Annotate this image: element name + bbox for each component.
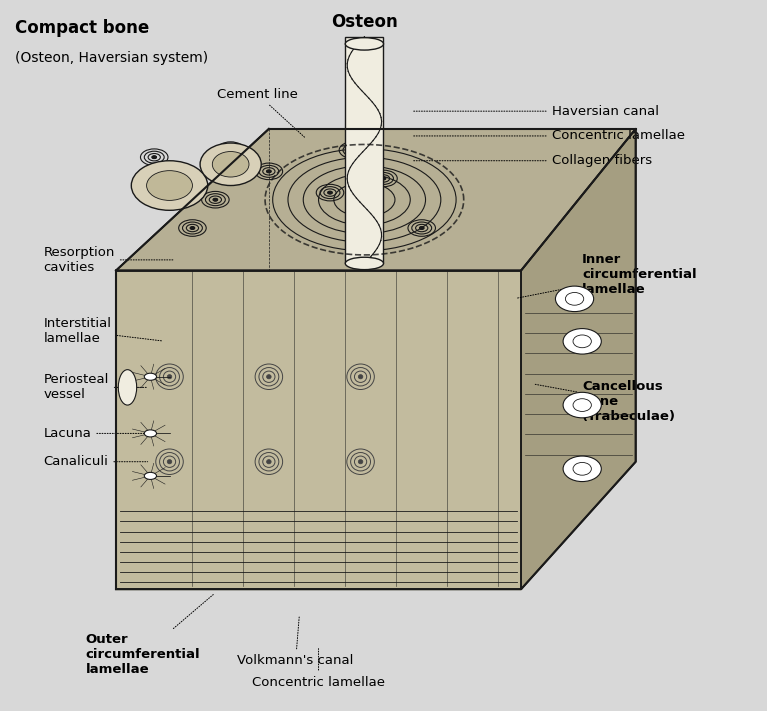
- Text: Compact bone: Compact bone: [15, 19, 150, 37]
- Ellipse shape: [351, 149, 355, 151]
- Text: Inner
circumferential
lamellae: Inner circumferential lamellae: [516, 252, 697, 299]
- Ellipse shape: [563, 456, 601, 481]
- Ellipse shape: [200, 143, 262, 186]
- Ellipse shape: [146, 171, 193, 201]
- Text: Volkmann's canal: Volkmann's canal: [238, 616, 354, 668]
- Ellipse shape: [144, 373, 156, 380]
- Ellipse shape: [358, 459, 363, 464]
- Bar: [345, 37, 384, 264]
- Ellipse shape: [345, 38, 384, 50]
- Polygon shape: [116, 129, 636, 270]
- Text: Interstitial
lamellae: Interstitial lamellae: [44, 316, 163, 345]
- Ellipse shape: [267, 375, 272, 379]
- Ellipse shape: [167, 375, 172, 379]
- Ellipse shape: [563, 328, 601, 354]
- Ellipse shape: [267, 459, 272, 464]
- Text: Lacuna: Lacuna: [44, 427, 147, 440]
- Ellipse shape: [152, 156, 156, 159]
- Ellipse shape: [144, 472, 156, 479]
- Ellipse shape: [555, 286, 594, 311]
- Ellipse shape: [229, 149, 233, 151]
- Ellipse shape: [328, 191, 332, 194]
- Text: Cancellous
bone
(Trabeculae): Cancellous bone (Trabeculae): [535, 380, 676, 423]
- Ellipse shape: [167, 177, 172, 180]
- Text: (Osteon, Haversian system): (Osteon, Haversian system): [15, 51, 209, 65]
- Ellipse shape: [381, 177, 386, 180]
- Text: Periosteal
vessel: Periosteal vessel: [44, 373, 147, 402]
- Polygon shape: [521, 129, 636, 589]
- Ellipse shape: [345, 257, 384, 269]
- Ellipse shape: [563, 392, 601, 418]
- Text: Outer
circumferential
lamellae: Outer circumferential lamellae: [85, 594, 213, 676]
- Text: Cement line: Cement line: [217, 87, 305, 138]
- Text: Concentric lamellae: Concentric lamellae: [252, 648, 385, 689]
- Ellipse shape: [131, 161, 208, 210]
- Ellipse shape: [213, 198, 218, 201]
- Ellipse shape: [144, 430, 156, 437]
- Ellipse shape: [167, 459, 172, 464]
- Ellipse shape: [212, 151, 249, 177]
- Ellipse shape: [358, 375, 363, 379]
- Ellipse shape: [267, 170, 272, 173]
- Text: Concentric lamellae: Concentric lamellae: [413, 129, 685, 142]
- Text: Canaliculi: Canaliculi: [44, 455, 147, 469]
- Text: Haversian canal: Haversian canal: [413, 105, 659, 117]
- Text: Resorption
cavities: Resorption cavities: [44, 246, 174, 274]
- Ellipse shape: [190, 227, 195, 230]
- Text: Osteon: Osteon: [331, 13, 398, 55]
- Ellipse shape: [118, 370, 137, 405]
- Ellipse shape: [420, 227, 424, 230]
- Text: Collagen fibers: Collagen fibers: [413, 154, 652, 167]
- Polygon shape: [116, 270, 521, 589]
